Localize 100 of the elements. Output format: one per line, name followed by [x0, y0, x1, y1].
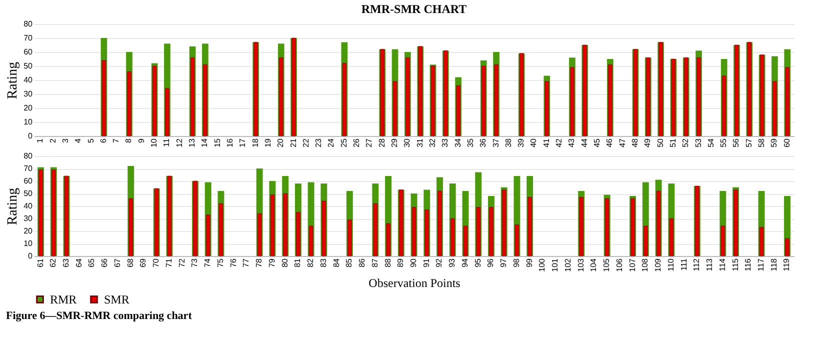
y-tick-label: 20 [24, 104, 34, 112]
bar [722, 76, 726, 136]
x-tick-label: 93 [448, 258, 457, 268]
bar [669, 218, 674, 256]
bar [165, 88, 170, 136]
bar [386, 223, 390, 256]
x-tick-label: 114 [718, 258, 727, 272]
x-tick-label: 41 [542, 138, 551, 148]
x-tick-label: 38 [504, 138, 513, 148]
x-tick-label: 20 [276, 138, 286, 148]
x-tick-label: 1 [36, 138, 45, 143]
x-tick-label: 62 [48, 258, 58, 268]
bar [38, 170, 43, 256]
x-tick-label: 43 [567, 138, 576, 148]
chart-title: RMR-SMR CHART [361, 2, 467, 16]
y-tick-label: 0 [28, 132, 34, 140]
bar [406, 57, 410, 136]
bar [348, 220, 352, 256]
y-tick-label: 70 [24, 34, 34, 42]
y-tick-label: 10 [24, 239, 34, 248]
bar [720, 226, 726, 256]
x-tick-label: 11 [162, 138, 172, 147]
bar [608, 64, 612, 136]
x-tick-label: 61 [36, 258, 45, 268]
bar [102, 60, 106, 136]
x-tick-label: 46 [605, 138, 614, 148]
bar [257, 213, 262, 256]
x-tick-label: 30 [402, 138, 412, 148]
x-tick-label: 23 [314, 138, 324, 148]
x-tick-label: 10 [150, 138, 159, 148]
bar [308, 226, 314, 256]
x-tick-label: 68 [126, 258, 135, 268]
x-tick-label: 60 [782, 138, 792, 148]
x-tick-label: 12 [174, 138, 184, 148]
x-tick-label: 84 [332, 258, 341, 268]
x-tick-label: 109 [654, 258, 663, 272]
y-tick-label: 40 [24, 202, 34, 210]
x-tick-label: 66 [100, 258, 110, 268]
x-tick-label: 49 [643, 138, 652, 148]
x-tick-label: 22 [301, 138, 310, 148]
x-tick-label: 15 [212, 138, 222, 148]
bar [476, 207, 480, 256]
bar [785, 67, 790, 136]
y-tick-label: 30 [24, 214, 34, 223]
bar [456, 85, 460, 136]
y-axis-title: Rating [6, 62, 21, 100]
x-tick-label: 69 [138, 258, 148, 268]
x-tick-label: 78 [254, 258, 264, 268]
x-tick-label: 119 [782, 258, 792, 272]
bar [494, 64, 498, 136]
x-tick-label: 108 [640, 258, 650, 272]
x-tick-label: 57 [744, 138, 754, 148]
x-tick-label: 4 [74, 138, 83, 143]
caption: Figure 6—SMR-RMR comparing chart [6, 310, 193, 322]
x-tick-label: 100 [538, 258, 547, 272]
bar [696, 57, 701, 136]
x-tick-label: 32 [428, 138, 437, 148]
x-tick-label: 5 [86, 138, 96, 143]
x-tick-label: 53 [694, 138, 703, 148]
x-tick-label: 102 [563, 258, 572, 272]
bar [570, 67, 574, 136]
x-tick-label: 64 [74, 258, 84, 268]
x-tick-label: 80 [280, 258, 290, 268]
x-tick-label: 35 [466, 138, 475, 148]
x-tick-label: 77 [242, 258, 251, 268]
bar [502, 190, 506, 256]
x-tick-label: 33 [440, 138, 450, 148]
x-tick-label: 65 [87, 258, 96, 268]
x-tick-label: 6 [98, 138, 108, 143]
bar [644, 226, 648, 256]
x-tick-label: 115 [730, 258, 740, 272]
x-tick-label: 17 [238, 138, 248, 148]
x-tick-label: 67 [112, 258, 122, 268]
x-tick-label: 14 [200, 138, 210, 148]
x-tick-label: 103 [576, 258, 586, 272]
x-tick-label: 104 [589, 258, 598, 272]
y-tick-label: 60 [24, 48, 34, 56]
y-tick-label: 10 [24, 118, 34, 126]
bar [51, 170, 56, 256]
x-tick-label: 111 [679, 258, 688, 271]
bar [528, 197, 532, 256]
bar [373, 203, 378, 256]
x-tick-label: 25 [339, 138, 348, 148]
x-tick-label: 8 [124, 138, 134, 143]
x-tick-label: 85 [344, 258, 354, 268]
bar [424, 210, 429, 256]
x-tick-label: 83 [318, 258, 328, 268]
x-tick-label: 13 [188, 138, 197, 148]
bar [656, 190, 661, 256]
bar [152, 66, 157, 136]
x-tick-label: 95 [473, 258, 482, 268]
x-tick-label: 106 [614, 258, 624, 272]
x-tick-label: 70 [152, 258, 161, 268]
bar [218, 203, 224, 256]
x-tick-label: 44 [580, 138, 589, 148]
bar [759, 227, 764, 256]
y-tick-label: 80 [24, 152, 34, 160]
y-tick-label: 50 [24, 62, 34, 70]
x-tick-label: 92 [434, 258, 444, 268]
y-tick-label: 50 [24, 189, 34, 198]
